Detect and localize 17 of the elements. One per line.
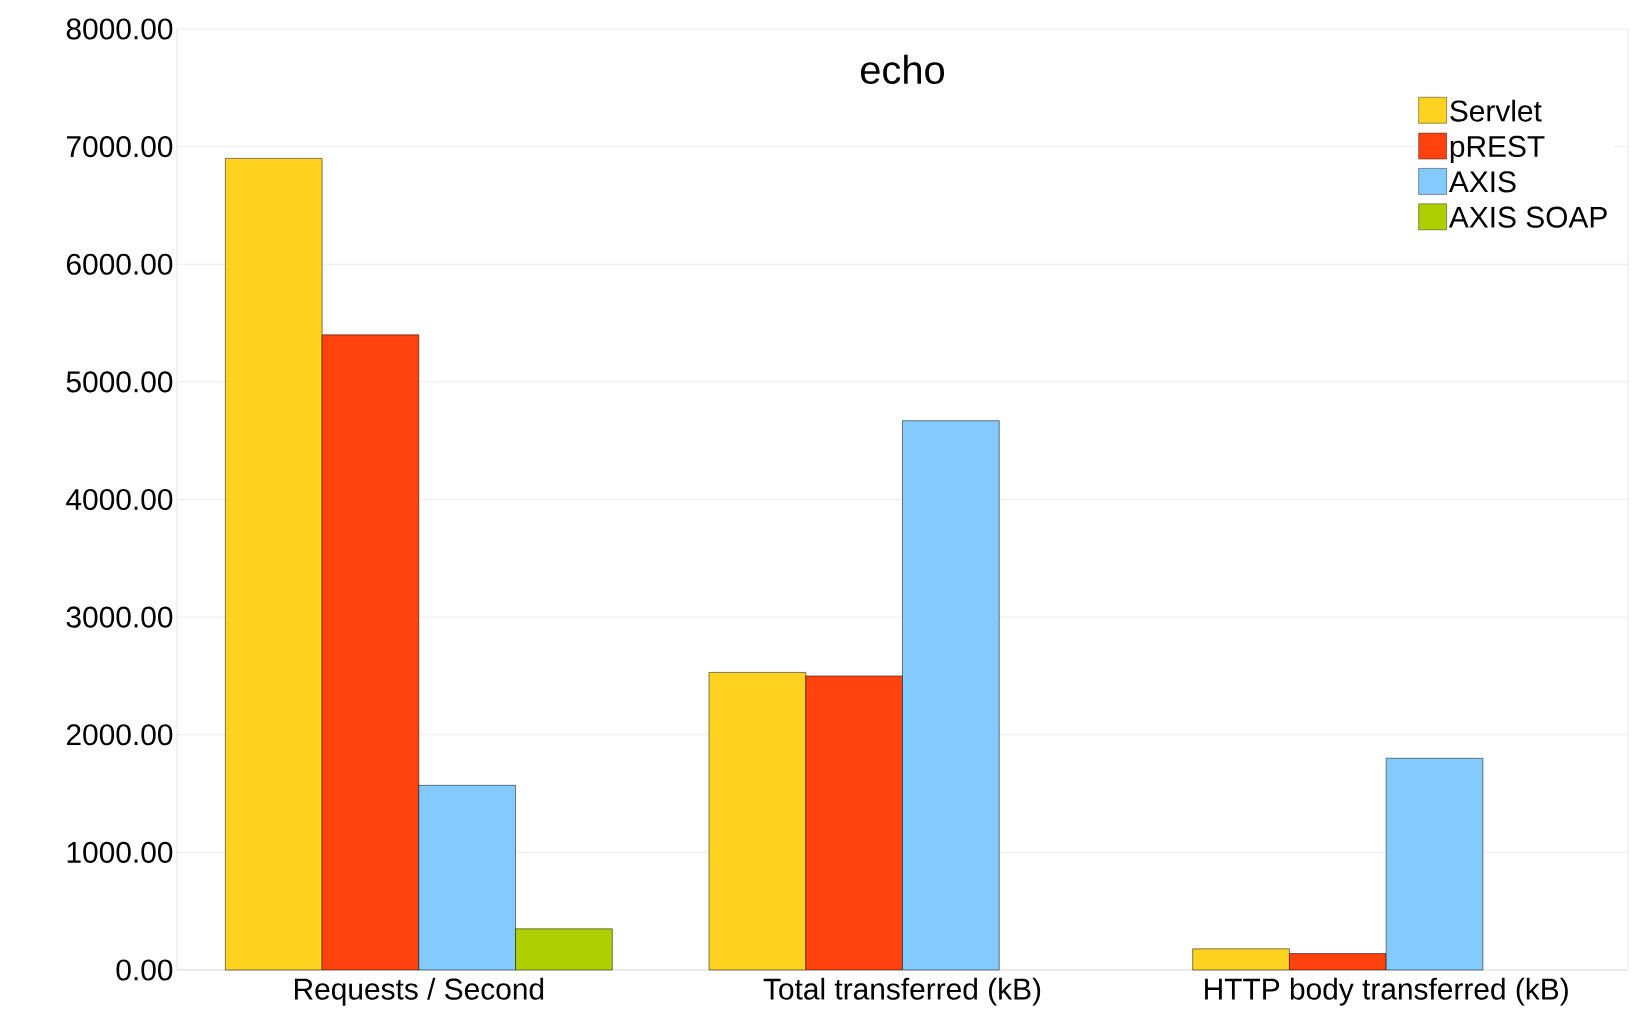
y-tick-label: 8000.00 (66, 18, 173, 40)
x-tick-label: Requests / Second (295, 977, 544, 1006)
legend-label: pREST (1450, 135, 1545, 163)
y-tick-label: 2000.00 (66, 724, 173, 746)
y-tick-label: 5000.00 (66, 371, 173, 393)
legend-label: AXIS (1448, 171, 1516, 193)
y-tick-label: 3000.00 (66, 606, 173, 628)
x-tick-label: HTTP body transferred (kB) (1205, 977, 1568, 1006)
legend-label: AXIS SOAP (1448, 206, 1607, 228)
x-tick-label: Total transferred (kB) (763, 977, 1041, 1006)
text: echo (860, 54, 945, 85)
y-tick-label: 6000.00 (66, 253, 173, 275)
y-tick-label: 4000.00 (66, 488, 173, 511)
y-tick-label: 1000.00 (67, 841, 173, 863)
legend-label: Servlet (1450, 99, 1542, 122)
y-tick-label: 7000.00 (66, 136, 173, 158)
y-tick-label: 0.00 (116, 959, 173, 981)
